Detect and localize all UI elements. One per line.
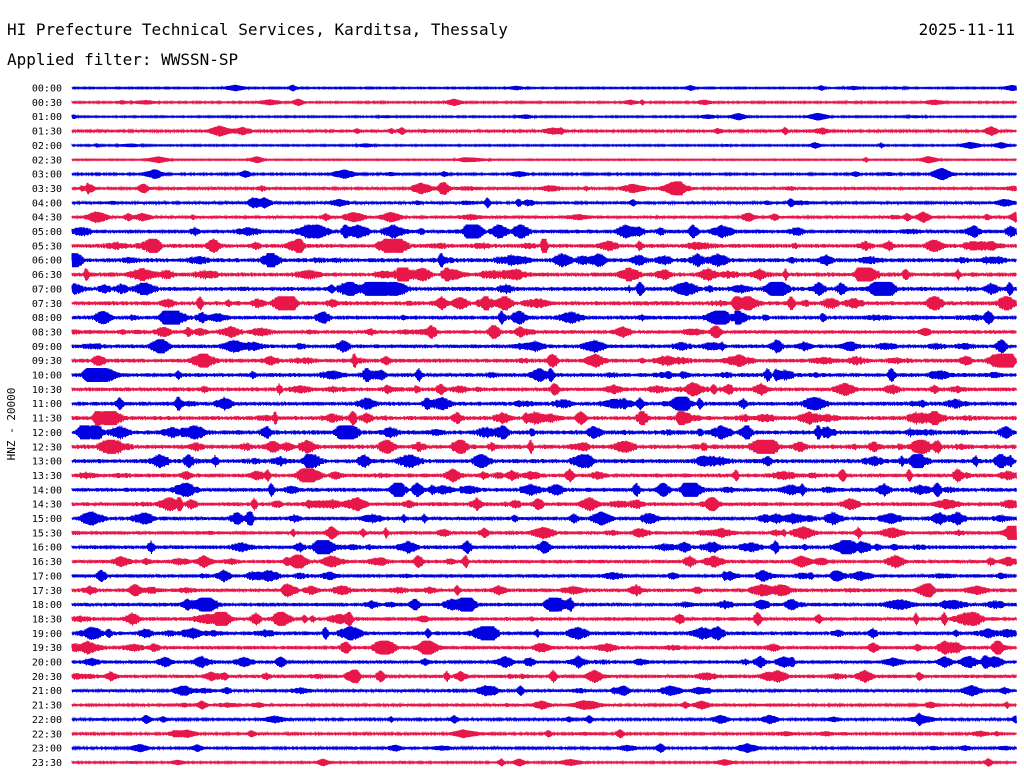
row-time-label: 06:00 bbox=[32, 256, 62, 267]
trace-line-1400 bbox=[71, 482, 1017, 497]
row-time-label: 17:30 bbox=[32, 586, 62, 597]
row-time-label: 12:30 bbox=[32, 442, 62, 453]
row-time-label: 01:00 bbox=[32, 112, 62, 123]
trace-line-1230 bbox=[71, 439, 1017, 454]
row-time-label: 18:00 bbox=[32, 600, 62, 611]
row-time-label: 02:30 bbox=[32, 155, 62, 166]
row-time-label: 07:00 bbox=[32, 284, 62, 295]
row-time-label: 04:00 bbox=[32, 198, 62, 209]
row-time-label: 09:00 bbox=[32, 342, 62, 353]
trace-line-1030 bbox=[71, 382, 1017, 397]
trace-line-0900 bbox=[71, 339, 1017, 354]
trace-line-1100 bbox=[71, 396, 1017, 411]
row-time-label: 23:30 bbox=[32, 758, 62, 769]
trace-line-1530 bbox=[71, 525, 1017, 540]
row-time-label: 06:30 bbox=[32, 270, 62, 281]
row-time-label: 09:30 bbox=[32, 356, 62, 367]
row-time-label: 04:30 bbox=[32, 213, 62, 224]
row-time-label: 22:00 bbox=[32, 715, 62, 726]
trace-line-0130 bbox=[71, 125, 1017, 137]
row-time-label: 16:30 bbox=[32, 557, 62, 568]
row-time-label: 13:00 bbox=[32, 457, 62, 468]
trace-line-2130 bbox=[71, 700, 1017, 711]
row-time-label: 20:00 bbox=[32, 658, 62, 669]
row-time-label: 01:30 bbox=[32, 127, 62, 138]
applied-filter: Applied filter: WWSSN-SP bbox=[7, 50, 239, 69]
trace-line-1730 bbox=[71, 583, 1017, 598]
row-time-label: 13:30 bbox=[32, 471, 62, 482]
row-time-label: 00:00 bbox=[32, 84, 62, 95]
row-time-label: 19:30 bbox=[32, 643, 62, 654]
trace-line-1900 bbox=[71, 626, 1017, 641]
row-time-label: 14:30 bbox=[32, 500, 62, 511]
row-time-label: 14:00 bbox=[32, 485, 62, 496]
row-time-label: 16:00 bbox=[32, 543, 62, 554]
row-time-label: 18:30 bbox=[32, 614, 62, 625]
row-time-label: 10:00 bbox=[32, 371, 62, 382]
row-time-label: 17:00 bbox=[32, 571, 62, 582]
trace-line-2230 bbox=[71, 729, 1017, 739]
trace-line-1430 bbox=[71, 497, 1017, 512]
row-time-label: 02:00 bbox=[32, 141, 62, 152]
row-time-label: 21:30 bbox=[32, 701, 62, 712]
row-time-label: 11:30 bbox=[32, 414, 62, 425]
trace-line-0830 bbox=[71, 324, 1017, 339]
trace-line-0730 bbox=[71, 296, 1017, 311]
trace-line-1700 bbox=[71, 569, 1017, 583]
row-time-label: 23:00 bbox=[32, 744, 62, 755]
row-time-label: 05:00 bbox=[32, 227, 62, 238]
row-time-label: 10:30 bbox=[32, 385, 62, 396]
trace-line-0100 bbox=[71, 112, 1017, 121]
trace-line-0430 bbox=[71, 211, 1017, 224]
trace-line-0700 bbox=[71, 281, 1017, 296]
row-time-label: 19:00 bbox=[32, 629, 62, 640]
row-time-label: 00:30 bbox=[32, 98, 62, 109]
row-time-label: 03:00 bbox=[32, 170, 62, 181]
row-time-label: 03:30 bbox=[32, 184, 62, 195]
trace-line-0530 bbox=[71, 238, 1017, 253]
trace-line-1000 bbox=[71, 367, 1017, 383]
record-date: 2025-11-11 bbox=[918, 20, 1015, 39]
row-time-label: 05:30 bbox=[32, 241, 62, 252]
station-title: HI Prefecture Technical Services, Kardit… bbox=[7, 20, 508, 39]
trace-line-1600 bbox=[71, 540, 1017, 555]
row-time-label: 11:00 bbox=[32, 399, 62, 410]
trace-line-2100 bbox=[71, 685, 1017, 697]
row-time-label: 20:30 bbox=[32, 672, 62, 683]
row-time-label: 15:30 bbox=[32, 528, 62, 539]
row-time-label: 07:30 bbox=[32, 299, 62, 310]
trace-line-1630 bbox=[71, 554, 1017, 569]
row-time-label: 22:30 bbox=[32, 729, 62, 740]
row-time-label: 15:00 bbox=[32, 514, 62, 525]
row-time-label: 08:00 bbox=[32, 313, 62, 324]
row-time-label: 21:00 bbox=[32, 686, 62, 697]
y-axis-label: HNZ - 20000 bbox=[5, 388, 18, 461]
trace-rows: 00:00 00:30 01:00 01:30 02:00 02:30 03:00 03:30… bbox=[32, 84, 1017, 769]
trace-line-0930 bbox=[71, 353, 1017, 368]
row-time-label: 08:30 bbox=[32, 327, 62, 338]
row-time-label: 12:00 bbox=[32, 428, 62, 439]
